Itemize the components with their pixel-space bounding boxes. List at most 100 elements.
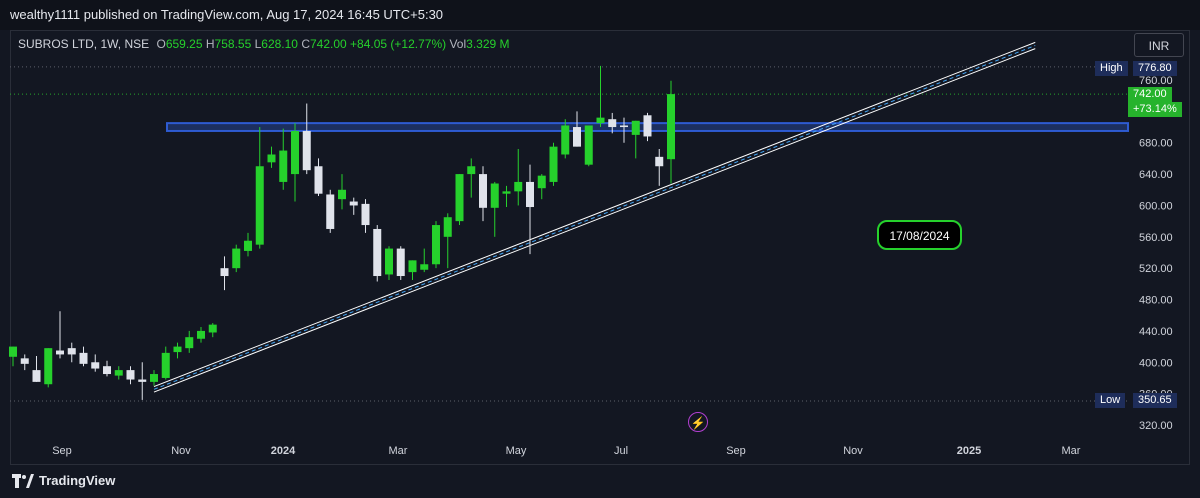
candle-body (443, 217, 452, 237)
candle-body (643, 115, 652, 137)
trend-channel-line (153, 48, 1036, 393)
date-annotation-badge[interactable]: 17/08/2024 (877, 220, 962, 250)
candle-body (490, 183, 499, 208)
candle-body (514, 181, 523, 192)
candle-body (291, 130, 299, 175)
open-label: O (156, 37, 166, 51)
candle-body (150, 374, 158, 382)
candle-body (197, 330, 205, 339)
candle-body (420, 264, 429, 270)
candle-body (549, 146, 558, 182)
candle-body (173, 346, 182, 353)
y-axis-tick-label: 400.00 (1139, 357, 1173, 369)
candle-body (32, 370, 41, 382)
candle-body (114, 370, 123, 376)
candle-body (126, 370, 135, 380)
candle-body (208, 324, 217, 333)
candle-body (631, 120, 640, 135)
volume-label: Vol (449, 37, 467, 51)
publisher-header: wealthy1111 published on TradingView.com… (0, 0, 1200, 30)
candle-body (467, 166, 476, 175)
y-axis-tick-label: 480.00 (1139, 295, 1173, 307)
symbol-name: SUBROS LTD, 1W, NSE (18, 37, 150, 51)
x-axis-tick-label: Nov (843, 445, 863, 457)
candle-body (385, 248, 393, 275)
candle-body (279, 150, 288, 182)
lightning-icon[interactable]: ⚡ (688, 412, 708, 432)
candle-body (584, 125, 593, 165)
candle-body (561, 125, 570, 155)
symbol-legend: SUBROS LTD, 1W, NSE O659.25 H758.55 L628… (18, 37, 510, 51)
candle-body (396, 248, 405, 277)
currency-button[interactable]: INR (1134, 33, 1184, 57)
candle-body (608, 119, 617, 128)
y-axis-tick-label: 640.00 (1139, 169, 1173, 181)
candle-body (79, 352, 88, 364)
y-axis-tick-label: 520.00 (1139, 263, 1173, 275)
candle-body (91, 362, 100, 369)
high-label: H (205, 37, 215, 51)
x-axis-tick-label: Jul (614, 445, 628, 457)
x-axis-tick-label: Mar (1062, 445, 1081, 457)
volume-value: 3.329 M (466, 37, 510, 51)
y-axis-tick-label: 680.00 (1139, 138, 1173, 150)
candle-body (220, 268, 229, 277)
high-label-tag: High (1095, 61, 1128, 76)
candle-body (667, 94, 675, 160)
candle-body (67, 348, 76, 355)
candle-body (244, 240, 252, 251)
chart-frame (10, 30, 1190, 465)
x-axis-tick-label: Sep (52, 445, 72, 457)
open-value: 659.25 (165, 37, 203, 51)
candle-body (267, 154, 276, 163)
candle-body (302, 130, 311, 171)
candle-body (455, 174, 464, 222)
high-value: 758.55 (214, 37, 252, 51)
trend-channel-midline (153, 45, 1036, 390)
y-axis-tick-label: 320.00 (1139, 420, 1173, 432)
current-change-tag: +73.14% (1128, 102, 1182, 117)
candle-body (232, 248, 241, 269)
high-value-tag: 776.80 (1133, 61, 1177, 76)
candle-body (408, 260, 417, 273)
y-axis-tick-label: 560.00 (1139, 232, 1173, 244)
candle-body (161, 352, 170, 378)
y-axis-tick-label: 440.00 (1139, 326, 1173, 338)
candle-body (526, 181, 534, 208)
low-value: 628.10 (261, 37, 298, 51)
low-value-tag: 350.65 (1133, 393, 1177, 408)
x-axis-tick-label: 2024 (271, 445, 296, 457)
candle-body (20, 358, 29, 364)
x-axis-tick-label: 2025 (957, 445, 981, 457)
tradingview-brand-text: TradingView (39, 473, 116, 488)
candle-body (537, 175, 546, 189)
candle-body (361, 203, 370, 226)
candle-body (655, 156, 664, 167)
y-axis-tick-label: 760.00 (1139, 75, 1173, 87)
candle-body (255, 166, 264, 245)
x-axis-tick-label: Nov (171, 445, 191, 457)
current-price-tag: 742.00 (1128, 87, 1172, 102)
close-value: 742.00 (310, 37, 347, 51)
candle-body (596, 117, 605, 124)
candle-body (373, 228, 382, 277)
x-axis-tick-label: Mar (389, 445, 408, 457)
tradingview-logo[interactable]: TradingView (12, 473, 115, 488)
candle-body (573, 127, 581, 147)
trend-channel-line (153, 41, 1036, 388)
change-value: +84.05 (+12.77%) (350, 37, 447, 51)
candle-body (338, 189, 346, 200)
candle-body (56, 350, 64, 355)
candle-body (9, 346, 17, 357)
candle-body (326, 194, 335, 229)
x-axis-tick-label: May (506, 445, 527, 457)
footer (0, 465, 1200, 498)
y-axis-tick-label: 600.00 (1139, 200, 1173, 212)
candle-body (502, 191, 511, 194)
candle-body (185, 337, 194, 349)
candle-body (314, 166, 323, 194)
candle-body (349, 201, 358, 206)
low-label: L (254, 37, 262, 51)
candle-body (432, 225, 440, 265)
